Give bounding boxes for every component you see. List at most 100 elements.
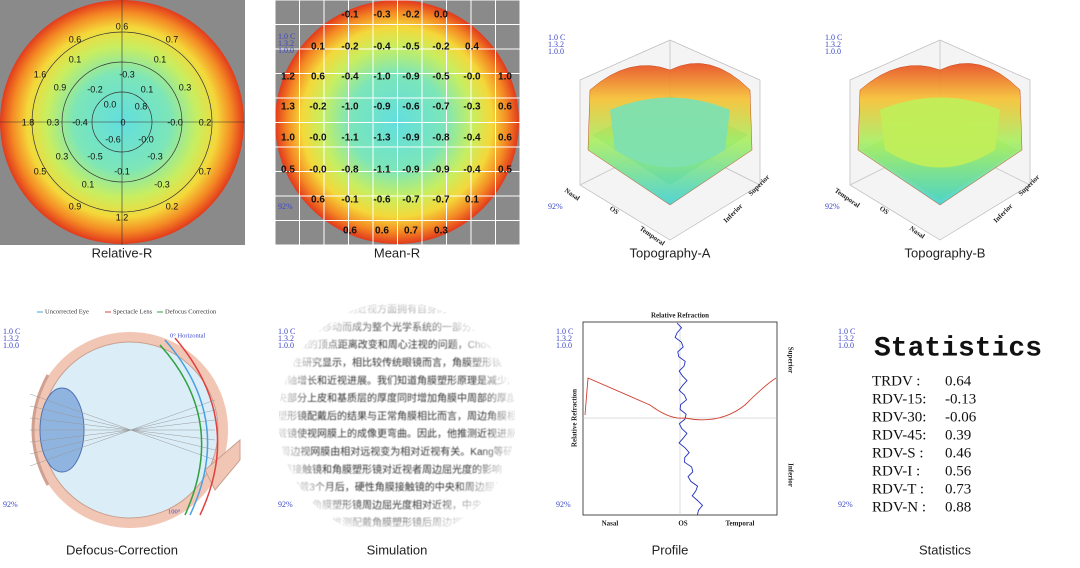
- bottom-label: Nasal: [602, 520, 619, 528]
- surface-inner: [880, 97, 1000, 168]
- version-label: 1.3.2: [556, 334, 572, 343]
- panel-caption: Mean-R: [374, 245, 420, 260]
- version-label: 1.0.0: [825, 47, 841, 56]
- cell-value: -0.9: [402, 165, 420, 176]
- cell-value: -0.9: [373, 102, 391, 113]
- bottom-label: Temporal: [726, 520, 755, 528]
- cell-value: -1.1: [373, 165, 391, 176]
- contour-label: -0.1: [114, 166, 130, 176]
- contour-label: -0.5: [87, 151, 103, 161]
- contour-label: 1.2: [116, 212, 129, 222]
- cell-value: 0.7: [404, 226, 418, 237]
- light-ray: [29, 417, 216, 441]
- percent-label: 92%: [825, 202, 840, 211]
- contour-label: -0.3: [154, 179, 170, 189]
- version-label: 1.0.0: [278, 46, 294, 55]
- version-label: 1.3.2: [3, 334, 19, 343]
- cell-value: 0.6: [311, 195, 325, 206]
- cell-value: -0.2: [309, 102, 327, 113]
- focus-curve: [164, 339, 209, 516]
- cell-value: -1.3: [373, 133, 391, 144]
- legend-label: Uncorrected Eye: [45, 308, 89, 315]
- cell-value: -0.9: [432, 165, 450, 176]
- contour-label: 0.2: [199, 117, 212, 127]
- focus-curve: [159, 344, 203, 516]
- light-ray: [29, 409, 216, 455]
- panel-caption: Simulation: [367, 542, 428, 557]
- cell-value: 0.1: [465, 195, 479, 206]
- stat-value: 0.88: [945, 499, 971, 515]
- cell-value: 0.6: [375, 226, 389, 237]
- side-label: Inferior: [786, 463, 794, 487]
- stat-label: RDV-T :: [872, 481, 924, 497]
- percent-label: 92%: [3, 500, 18, 509]
- version-label: 1.0 C: [825, 33, 842, 42]
- version-label: 1.3.2: [548, 40, 564, 49]
- contour-label: 0.2: [166, 201, 179, 211]
- contour-label: 0.5: [34, 166, 47, 176]
- version-label: 1.0 C: [838, 327, 855, 336]
- cell-value: 0.6: [343, 226, 357, 237]
- light-ray: [29, 419, 216, 443]
- simulation-view: 制近视方面拥有自身的的移动而成为整个光学系统的一部分。镜的顶点距离改变和周心注视…: [279, 302, 515, 538]
- panel-caption: Topography-B: [905, 245, 986, 260]
- cell-value: -0.6: [402, 102, 420, 113]
- version-label: 1.3.2: [278, 39, 294, 48]
- cell-value: -0.2: [432, 42, 450, 53]
- cell-value: -0.4: [341, 72, 359, 83]
- stat-label: RDV-45:: [872, 427, 926, 443]
- stat-value: 0.73: [945, 481, 971, 497]
- stat-value: -0.06: [945, 409, 977, 425]
- contour-label: 1.6: [34, 69, 47, 79]
- axis-label: Nasal: [563, 186, 581, 202]
- contour-label: -0.6: [105, 134, 121, 144]
- contour-label: 0.1: [141, 84, 154, 94]
- stat-label: RDV-I :: [872, 463, 920, 479]
- contour-label: 0.1: [154, 54, 167, 64]
- cell-value: 0.4: [465, 42, 479, 53]
- axis-label: OS: [878, 204, 890, 216]
- percent-label: 92%: [278, 500, 293, 509]
- panel-caption: Defocus-Correction: [66, 542, 178, 557]
- percent-label: 92%: [548, 202, 563, 211]
- cell-value: -0.9: [402, 72, 420, 83]
- version-label: 1.0 C: [278, 32, 295, 41]
- version-label: 1.0 C: [278, 327, 295, 336]
- version-label: 1.3.2: [825, 40, 841, 49]
- cell-value: -0.7: [432, 102, 450, 113]
- cell-value: -0.0: [309, 133, 327, 144]
- stat-value: -0.13: [945, 391, 976, 407]
- contour-label: -0.4: [72, 117, 88, 127]
- stat-label: TRDV :: [872, 373, 920, 389]
- panel-caption: Statistics: [919, 542, 972, 557]
- cell-value: -0.8: [341, 165, 359, 176]
- profile-curve: [674, 322, 704, 516]
- cell-value: -1.0: [373, 72, 391, 83]
- panel-caption: Profile: [652, 542, 689, 557]
- contour-label: 0.3: [179, 82, 192, 92]
- cell-value: 1.2: [281, 72, 295, 83]
- stat-value: 0.56: [945, 463, 972, 479]
- bottom-label: OS: [678, 520, 687, 528]
- cell-value: -0.2: [341, 42, 359, 53]
- cell-value: 1.0: [281, 133, 295, 144]
- version-label: 1.0.0: [548, 47, 564, 56]
- cell-value: -0.8: [432, 133, 450, 144]
- cell-value: -0.4: [463, 133, 481, 144]
- cell-value: -0.1: [341, 10, 359, 21]
- version-label: 1.0.0: [838, 341, 854, 350]
- stat-value: 0.46: [945, 445, 972, 461]
- version-label: 1.0.0: [556, 341, 572, 350]
- cell-value: 0.1: [311, 42, 325, 53]
- angle-label: 100°: [168, 508, 181, 515]
- percent-label: 92%: [556, 500, 571, 509]
- version-label: 1.0 C: [3, 327, 20, 336]
- stat-value: 0.64: [945, 373, 972, 389]
- version-label: 1.3.2: [278, 334, 294, 343]
- cell-value: -0.7: [402, 195, 420, 206]
- contour-label: 0.6: [116, 21, 129, 31]
- panel-caption: Relative-R: [92, 245, 153, 260]
- contour-label: 0.3: [47, 117, 60, 127]
- light-ray: [29, 405, 216, 451]
- contour-label: 0.1: [69, 54, 82, 64]
